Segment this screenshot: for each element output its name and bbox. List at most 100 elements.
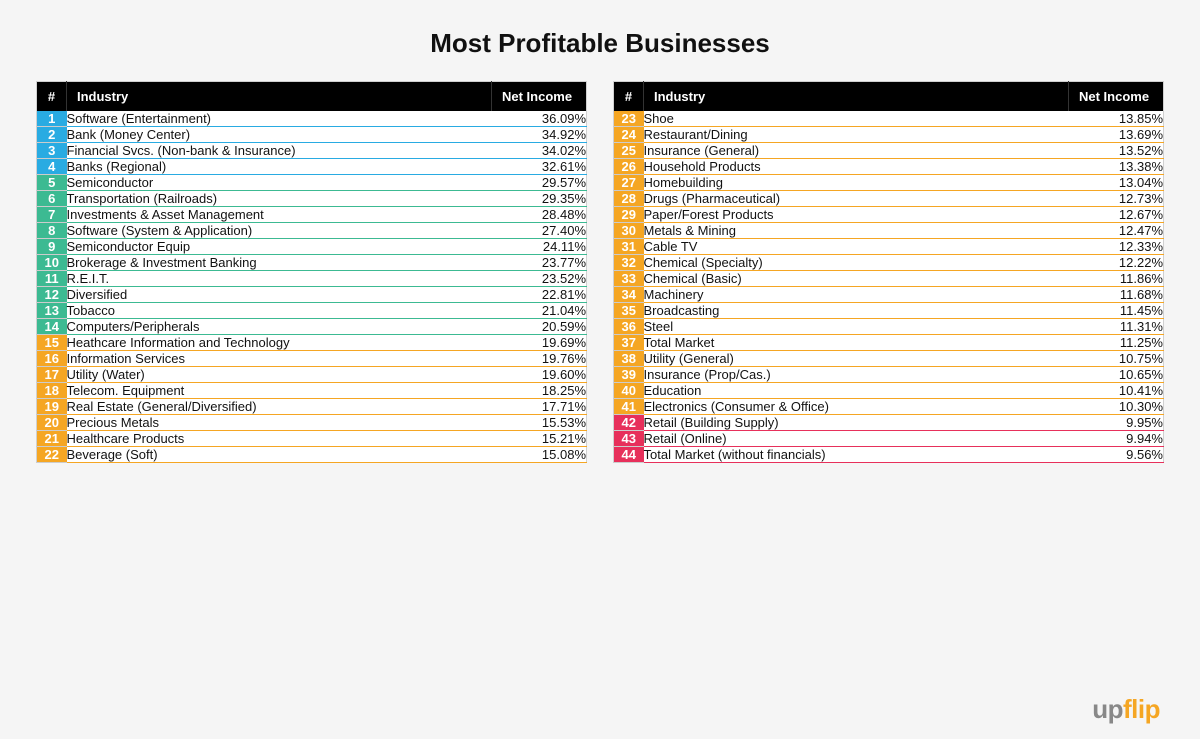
industry-cell: Banks (Regional) (67, 159, 492, 175)
rank-cell: 24 (614, 127, 644, 143)
rank-cell: 25 (614, 143, 644, 159)
net-income-cell: 13.52% (1069, 143, 1164, 159)
table-row: 23Shoe13.85% (614, 111, 1164, 127)
rank-cell: 44 (614, 447, 644, 463)
net-income-cell: 11.68% (1069, 287, 1164, 303)
rank-cell: 6 (37, 191, 67, 207)
table-row: 25Insurance (General)13.52% (614, 143, 1164, 159)
rank-cell: 8 (37, 223, 67, 239)
net-income-cell: 32.61% (492, 159, 587, 175)
logo-prefix: up (1092, 694, 1123, 724)
industry-cell: Education (644, 383, 1069, 399)
table-row: 30Metals & Mining12.47% (614, 223, 1164, 239)
industry-cell: Financial Svcs. (Non-bank & Insurance) (67, 143, 492, 159)
rank-cell: 10 (37, 255, 67, 271)
industry-cell: Bank (Money Center) (67, 127, 492, 143)
net-income-cell: 27.40% (492, 223, 587, 239)
rank-cell: 36 (614, 319, 644, 335)
net-income-cell: 12.47% (1069, 223, 1164, 239)
rank-cell: 12 (37, 287, 67, 303)
industry-cell: Beverage (Soft) (67, 447, 492, 463)
rank-cell: 2 (37, 127, 67, 143)
col-header-rank: # (614, 82, 644, 112)
net-income-cell: 34.92% (492, 127, 587, 143)
table-row: 19Real Estate (General/Diversified)17.71… (37, 399, 587, 415)
net-income-cell: 36.09% (492, 111, 587, 127)
rank-cell: 27 (614, 175, 644, 191)
table-right: # Industry Net Income 23Shoe13.85%24Rest… (613, 81, 1164, 463)
rank-cell: 32 (614, 255, 644, 271)
industry-cell: Healthcare Products (67, 431, 492, 447)
net-income-cell: 22.81% (492, 287, 587, 303)
page-title: Most Profitable Businesses (36, 28, 1164, 59)
rank-cell: 35 (614, 303, 644, 319)
industry-cell: Brokerage & Investment Banking (67, 255, 492, 271)
rank-cell: 38 (614, 351, 644, 367)
table-row: 20Precious Metals15.53% (37, 415, 587, 431)
industry-cell: Total Market (without financials) (644, 447, 1069, 463)
rank-cell: 31 (614, 239, 644, 255)
rank-cell: 39 (614, 367, 644, 383)
table-row: 3Financial Svcs. (Non-bank & Insurance)3… (37, 143, 587, 159)
industry-cell: Real Estate (General/Diversified) (67, 399, 492, 415)
rank-cell: 3 (37, 143, 67, 159)
rank-cell: 14 (37, 319, 67, 335)
industry-cell: Broadcasting (644, 303, 1069, 319)
net-income-cell: 11.25% (1069, 335, 1164, 351)
table-row: 42Retail (Building Supply)9.95% (614, 415, 1164, 431)
net-income-cell: 10.75% (1069, 351, 1164, 367)
rank-cell: 16 (37, 351, 67, 367)
net-income-cell: 10.65% (1069, 367, 1164, 383)
rank-cell: 1 (37, 111, 67, 127)
net-income-cell: 23.52% (492, 271, 587, 287)
col-header-net: Net Income (1069, 82, 1164, 112)
net-income-cell: 12.22% (1069, 255, 1164, 271)
industry-cell: Precious Metals (67, 415, 492, 431)
industry-cell: Utility (General) (644, 351, 1069, 367)
table-row: 33Chemical (Basic)11.86% (614, 271, 1164, 287)
industry-cell: Insurance (General) (644, 143, 1069, 159)
rank-cell: 28 (614, 191, 644, 207)
rank-cell: 17 (37, 367, 67, 383)
rank-cell: 9 (37, 239, 67, 255)
industry-cell: Information Services (67, 351, 492, 367)
industry-cell: Computers/Peripherals (67, 319, 492, 335)
rank-cell: 5 (37, 175, 67, 191)
net-income-cell: 9.94% (1069, 431, 1164, 447)
table-row: 41Electronics (Consumer & Office)10.30% (614, 399, 1164, 415)
rank-cell: 30 (614, 223, 644, 239)
industry-cell: Shoe (644, 111, 1069, 127)
net-income-cell: 21.04% (492, 303, 587, 319)
industry-cell: Software (System & Application) (67, 223, 492, 239)
net-income-cell: 12.67% (1069, 207, 1164, 223)
rank-cell: 18 (37, 383, 67, 399)
rank-cell: 40 (614, 383, 644, 399)
net-income-cell: 13.69% (1069, 127, 1164, 143)
table-row: 37Total Market11.25% (614, 335, 1164, 351)
table-row: 13Tobacco21.04% (37, 303, 587, 319)
rank-cell: 20 (37, 415, 67, 431)
rank-cell: 34 (614, 287, 644, 303)
net-income-cell: 34.02% (492, 143, 587, 159)
net-income-cell: 18.25% (492, 383, 587, 399)
industry-cell: R.E.I.T. (67, 271, 492, 287)
table-row: 34Machinery11.68% (614, 287, 1164, 303)
table-row: 29Paper/Forest Products12.67% (614, 207, 1164, 223)
industry-cell: Steel (644, 319, 1069, 335)
table-left: # Industry Net Income 1Software (Enterta… (36, 81, 587, 463)
industry-cell: Chemical (Basic) (644, 271, 1069, 287)
industry-cell: Transportation (Railroads) (67, 191, 492, 207)
net-income-cell: 15.53% (492, 415, 587, 431)
industry-cell: Utility (Water) (67, 367, 492, 383)
industry-cell: Semiconductor (67, 175, 492, 191)
net-income-cell: 29.57% (492, 175, 587, 191)
net-income-cell: 11.86% (1069, 271, 1164, 287)
table-row: 17Utility (Water)19.60% (37, 367, 587, 383)
industry-cell: Paper/Forest Products (644, 207, 1069, 223)
net-income-cell: 13.38% (1069, 159, 1164, 175)
logo-suffix: flip (1123, 694, 1160, 724)
table-row: 8Software (System & Application)27.40% (37, 223, 587, 239)
table-row: 16Information Services19.76% (37, 351, 587, 367)
rank-cell: 4 (37, 159, 67, 175)
net-income-cell: 24.11% (492, 239, 587, 255)
